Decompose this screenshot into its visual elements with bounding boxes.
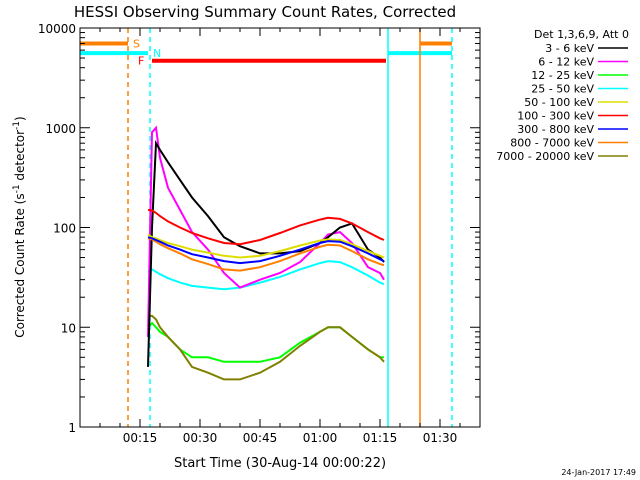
y-label-sup-1: -1 — [12, 184, 22, 193]
legend-label-6: 300 - 800 keV — [517, 123, 594, 136]
vlines-layer — [127, 28, 453, 427]
x-tick-label-4: 01:15 — [363, 431, 398, 445]
y-tick-label-4: 10000 — [38, 22, 76, 36]
series-layer — [147, 125, 385, 381]
series-line-0 — [147, 139, 385, 367]
legend-label-7: 800 - 7000 keV — [510, 137, 594, 150]
timestamp: 24-Jan-2017 17:49 — [561, 468, 636, 477]
series-line-1 — [147, 125, 385, 337]
chart-title: HESSI Observing Summary Count Rates, Cor… — [74, 3, 456, 21]
y-label-part-3: ) — [13, 116, 27, 121]
legend-label-2: 12 - 25 keV — [531, 69, 594, 82]
x-tick-label-3: 01:00 — [303, 431, 338, 445]
series-line-8 — [148, 314, 385, 381]
x-tick-label-2: 00:45 — [243, 431, 278, 445]
x-axis-ticks: 00:15 00:30 00:45 01:00 01:15 01:30 — [99, 28, 461, 445]
legend-label-0: 3 - 6 keV — [545, 42, 594, 55]
series-line-4 — [147, 233, 385, 259]
series-line-5 — [147, 208, 385, 246]
series-line-6 — [147, 236, 385, 265]
legend-label-3: 25 - 50 keV — [531, 83, 594, 96]
y-tick-label-0: 1 — [68, 421, 76, 435]
y-tick-label-1: 10 — [61, 321, 76, 335]
series-line-7 — [147, 237, 385, 272]
y-label-sup-2: -1 — [12, 121, 22, 130]
flags-layer: SNF — [80, 37, 452, 68]
legend-header: Det 1,3,6,9, Att 0 — [534, 28, 629, 41]
legend-label-8: 7000 - 20000 keV — [496, 150, 594, 163]
y-tick-label-2: 100 — [53, 222, 76, 236]
flag-label-N: N — [153, 47, 161, 60]
legend-label-5: 100 - 300 keV — [517, 110, 594, 123]
x-tick-label-0: 00:15 — [123, 431, 158, 445]
legend-label-1: 6 - 12 keV — [538, 56, 594, 69]
y-tick-label-3: 1000 — [45, 122, 76, 136]
y-axis-ticks: 1 10 100 1000 10000 — [38, 22, 480, 435]
y-label-part-2: detector — [13, 130, 27, 185]
y-label-part-1: Corrected Count Rate (s — [13, 193, 27, 337]
flag-label-F: F — [138, 55, 144, 68]
flag-label-S: S — [133, 37, 140, 50]
x-axis-label: Start Time (30-Aug-14 00:00:22) — [174, 456, 386, 471]
x-tick-label-5: 01:30 — [423, 431, 458, 445]
y-axis-label: Corrected Count Rate (s-1 detector-1) — [12, 116, 27, 337]
series-line-3 — [147, 260, 385, 291]
x-tick-label-1: 00:30 — [183, 431, 218, 445]
legend-label-4: 50 - 100 keV — [524, 96, 594, 109]
